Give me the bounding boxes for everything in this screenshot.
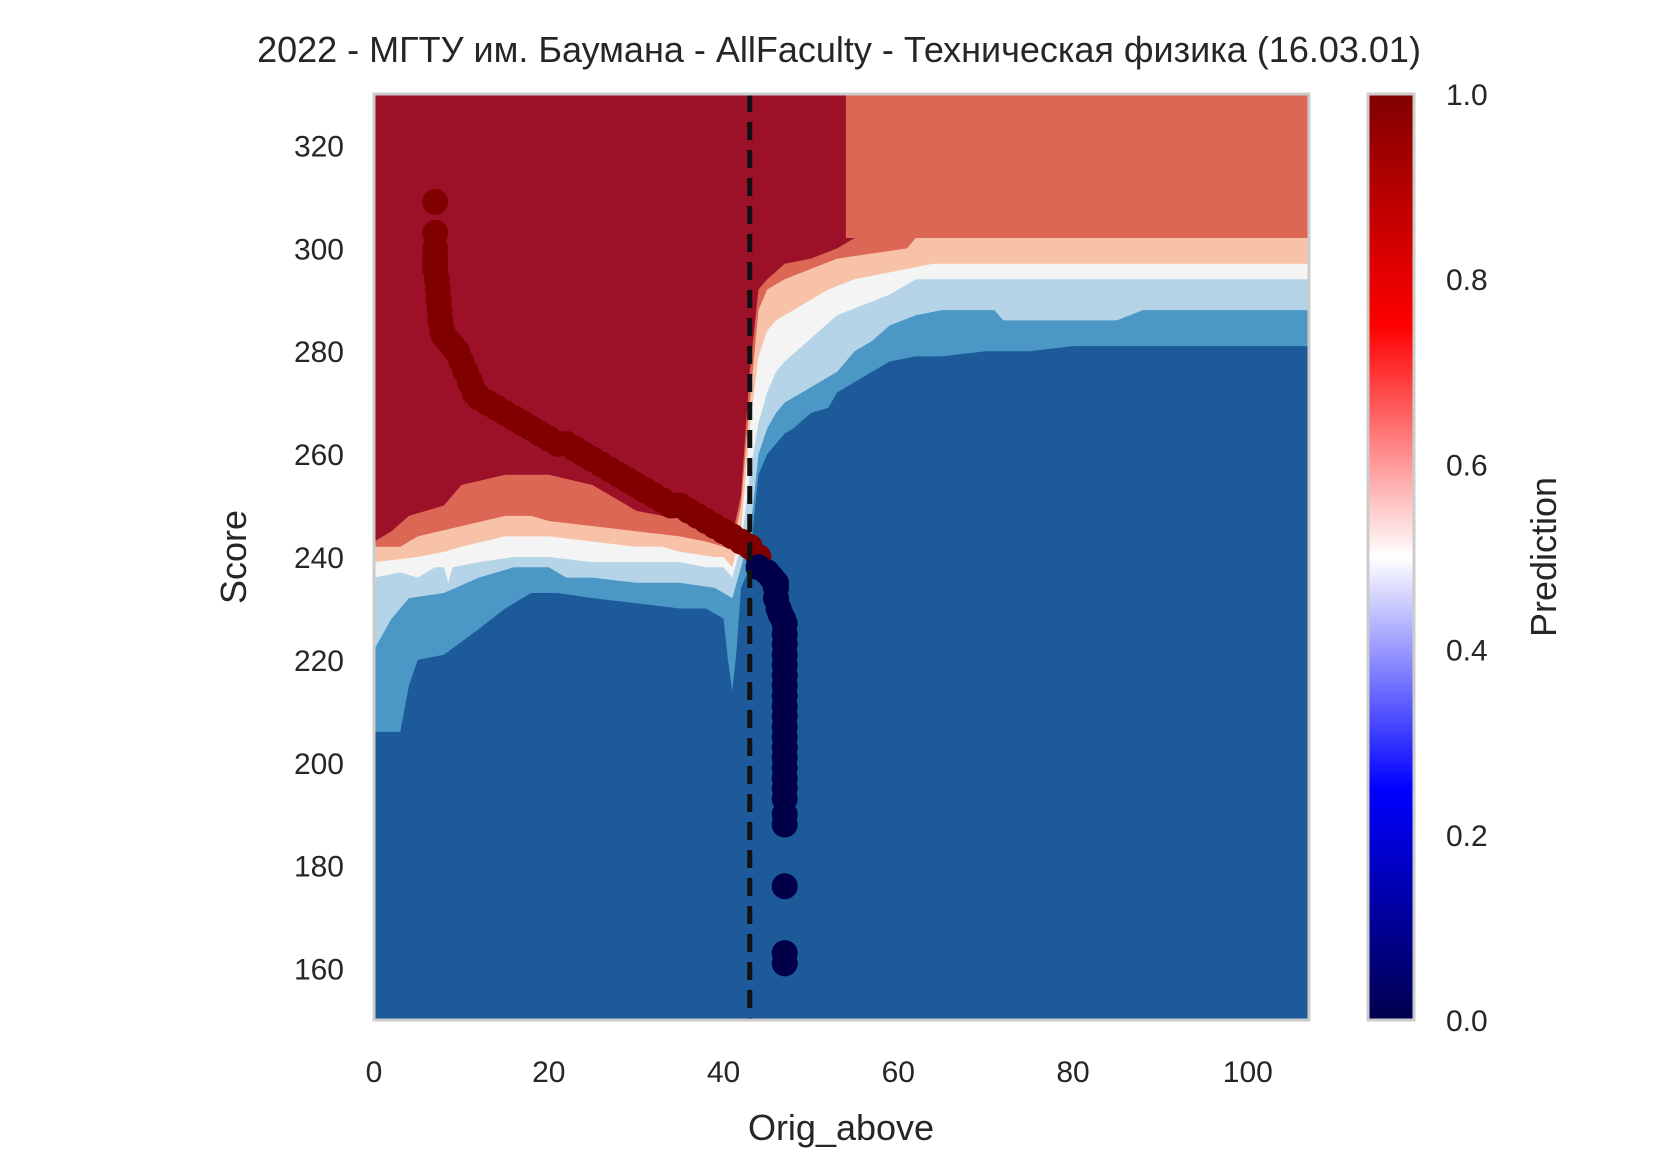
x-tick-label: 60 — [882, 1056, 915, 1089]
y-axis-label: Score — [213, 510, 254, 604]
colorbar-tick-label: 1.0 — [1446, 79, 1488, 112]
colorbar-ticks: 0.0 0.2 0.4 0.6 0.8 1.0 — [1446, 79, 1488, 1038]
colorbar-tick-label: 0.6 — [1446, 449, 1488, 482]
colorbar — [1366, 92, 1416, 1022]
colorbar-tick-label: 0.4 — [1446, 635, 1488, 668]
colorbar-tick-label: 0.8 — [1446, 264, 1488, 297]
contour-upper-right-region — [845, 94, 1309, 239]
x-tick-label: 100 — [1223, 1056, 1273, 1089]
y-tick-label: 280 — [294, 336, 344, 369]
x-tick-label: 0 — [366, 1056, 383, 1089]
x-tick-label: 80 — [1056, 1056, 1089, 1089]
plot-area — [374, 94, 1309, 1020]
scatter-point-not-admitted — [771, 873, 798, 900]
colorbar-tick-label: 0.0 — [1446, 1005, 1488, 1038]
y-tick-label: 240 — [294, 542, 344, 575]
y-tick-label: 220 — [294, 645, 344, 678]
y-tick-label: 200 — [294, 748, 344, 781]
x-axis-label: Orig_above — [748, 1107, 934, 1148]
plot-frame — [372, 92, 1311, 1022]
scatter-point-not-admitted — [771, 811, 798, 838]
y-tick-label: 180 — [294, 851, 344, 884]
colorbar-tick-label: 0.2 — [1446, 820, 1488, 853]
y-axis-ticks: 160 180 200 220 240 260 280 300 320 — [294, 130, 344, 986]
x-tick-label: 40 — [707, 1056, 740, 1089]
y-tick-label: 160 — [294, 954, 344, 987]
colorbar-label: Prediction — [1523, 477, 1564, 637]
y-tick-label: 320 — [294, 130, 344, 163]
x-tick-label: 20 — [532, 1056, 565, 1089]
x-axis-ticks: 0 20 40 60 80 100 — [366, 1056, 1273, 1089]
scatter-point-admitted — [422, 189, 449, 216]
scatter-points — [422, 189, 798, 977]
y-tick-label: 260 — [294, 439, 344, 472]
chart-title: 2022 - МГТУ им. Баумана - AllFaculty - Т… — [257, 29, 1421, 70]
scatter-point-not-admitted — [771, 950, 798, 977]
y-tick-label: 300 — [294, 233, 344, 266]
